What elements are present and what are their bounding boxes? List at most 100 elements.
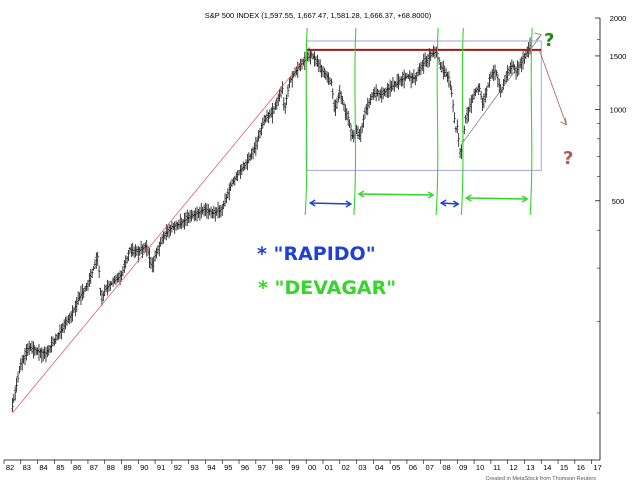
ohlc-bar [437,57,441,65]
ohlc-bar [453,112,456,124]
x-tick-label: 12 [509,463,517,472]
ohlc-bar [331,88,335,99]
x-tick-label: 01 [325,463,333,472]
x-tick-label: 17 [593,463,601,472]
y-tick-label: 1000 [610,105,627,114]
ohlc-bar [260,122,263,136]
long-term-trendline [12,53,310,414]
x-tick-label: 84 [39,463,47,472]
ohlc-bar [469,94,473,114]
projected-decline-line [539,50,567,125]
x-tick-label: 96 [241,463,249,472]
slow-period-arrow [357,190,435,199]
ohlc-bar [455,119,459,134]
ohlc-bar [451,99,455,113]
x-tick-label: 91 [157,463,165,472]
x-tick-label: 13 [526,463,534,472]
chart-title: S&P 500 INDEX (1,597.55, 1,667.47, 1,581… [205,11,432,20]
x-tick-label: 95 [224,463,232,472]
ohlc-bar [286,84,290,98]
ohlc-bar [478,83,482,93]
x-tick-label: 11 [493,463,501,472]
ohlc-bar [17,365,21,374]
x-tick-label: 88 [107,463,115,472]
ohlc-bar [283,102,287,114]
x-tick-label: 87 [90,463,98,472]
drawn-overlays [12,27,567,414]
question-mark-top: ? [544,30,554,51]
x-tick-label: 94 [207,463,215,472]
rising-trendline [460,34,542,146]
ohlc-bar [255,137,259,150]
ohlc-bar [485,86,489,98]
ohlc-bar [90,269,94,279]
y-tick-label: 2000 [610,14,627,23]
y-tick-label: 1500 [610,52,627,61]
x-tick-label: 86 [73,463,81,472]
plot-frame [4,18,601,461]
period-marker-line [529,27,533,216]
ohlc-bar [448,80,452,91]
fast-period-arrow [308,199,353,208]
y-tick-label: 500 [612,197,625,206]
legend-slow-label: * "DEVAGAR" [258,277,396,299]
ohlc-bar [495,70,498,77]
period-marker-line [353,27,357,216]
period-marker-line [460,27,464,216]
x-tick-label: 05 [392,463,400,472]
ohlc-bar [450,86,454,98]
x-tick-label: 93 [191,463,199,472]
ohlc-bar [341,96,344,105]
x-tick-label: 00 [308,463,316,472]
legend-fast-label: * "RAPIDO" [257,243,376,265]
projected-decline-arrowhead [560,117,567,126]
slow-period-arrow [464,194,529,203]
ohlc-bar [16,372,20,383]
ohlc-bar [457,132,461,147]
x-tick-label: 07 [426,463,434,472]
fast-period-arrow [439,199,460,208]
x-tick-label: 90 [140,463,148,472]
x-tick-label: 99 [291,463,299,472]
ohlc-bar [127,250,130,262]
x-axis: 82 83 84 85 86 87 88 89 90 91 92 93 94 95 96 97 98 99 00 01… [3,460,602,472]
ohlc-bar [329,78,333,87]
x-tick-label: 85 [56,463,64,472]
x-tick-label: 92 [174,463,182,472]
ohlc-bar [488,74,491,88]
x-tick-label: 97 [258,463,266,472]
ohlc-bar [285,94,289,106]
x-tick-label: 04 [375,463,383,472]
ohlc-bar [97,265,101,278]
y-axis: 2000 1500 1000 500 [595,14,627,414]
x-tick-label: 89 [123,463,131,472]
x-tick-label: 06 [409,463,417,472]
x-tick-label: 98 [274,463,282,472]
x-tick-label: 15 [560,463,568,472]
ohlc-bar [96,251,100,266]
x-tick-label: 14 [543,463,551,472]
ohlc-bar [145,239,149,257]
ohlc-bar [15,377,18,392]
period-marker-line [435,27,439,216]
x-tick-label: 16 [577,463,585,472]
ohlc-bar [479,90,483,100]
ohlc-bar [346,110,350,126]
x-tick-label: 08 [442,463,450,472]
ohlc-bar [335,97,339,110]
period-marker-line [304,27,308,216]
footer-credit: Created in MetaStock from Thomson Reuter… [485,476,596,482]
ohlc-bars [10,37,532,412]
x-tick-label: 82 [6,463,14,472]
x-tick-label: 83 [23,463,31,472]
ohlc-bar [13,386,17,401]
ohlc-bar [348,119,351,128]
x-tick-label: 10 [476,463,484,472]
ohlc-bar [359,126,363,143]
rising-trendline-arrowhead [534,32,542,41]
ohlc-bar [362,114,365,128]
question-mark-bottom: ? [563,148,573,169]
x-tick-label: 03 [358,463,366,472]
x-tick-label: 09 [459,463,467,472]
